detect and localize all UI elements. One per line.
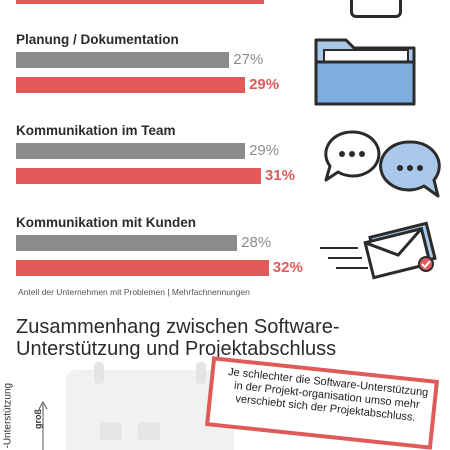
category-label: Kommunikation mit Kunden [16, 215, 196, 230]
bar-red [16, 77, 246, 93]
bar-gray [16, 52, 230, 68]
bar-gray [16, 235, 238, 251]
section-title: Zusammenhang zwischen Software- Unterstü… [16, 316, 339, 360]
note-box: Je schlechter die Software-Unterstützung… [204, 356, 440, 450]
cropped-icon-top [350, 0, 402, 18]
data-label: 28% [241, 234, 272, 251]
y-axis-label: -Unterstützung [2, 382, 14, 449]
note-text: Je schlechter die Software-Unterstützung… [227, 366, 429, 424]
chat-bubbles-icon [324, 130, 441, 198]
bar-red [16, 168, 261, 184]
y-axis-arrow [38, 400, 48, 450]
data-label: 29% [249, 142, 280, 159]
folder-icon [314, 38, 416, 106]
envelope-icon [320, 221, 437, 280]
cropped-bar-top [16, 0, 264, 4]
data-label: 27% [233, 51, 264, 68]
category-label: Planung / Dokumentation [16, 32, 179, 47]
calendar-illustration [66, 362, 234, 450]
chart-footnote: Anteil der Unternehmen mit Problemen | M… [18, 287, 250, 297]
data-label: 31% [264, 167, 295, 184]
data-label: 32% [272, 259, 303, 276]
section-title-line-1: Zusammenhang zwischen Software- [16, 316, 340, 338]
section-title-line-2: Unterstützung und Projektabschluss [16, 338, 337, 360]
bar-gray [16, 143, 246, 159]
category-label: Kommunikation im Team [16, 123, 176, 138]
bar-red [16, 260, 269, 276]
data-label: 29% [249, 76, 280, 93]
